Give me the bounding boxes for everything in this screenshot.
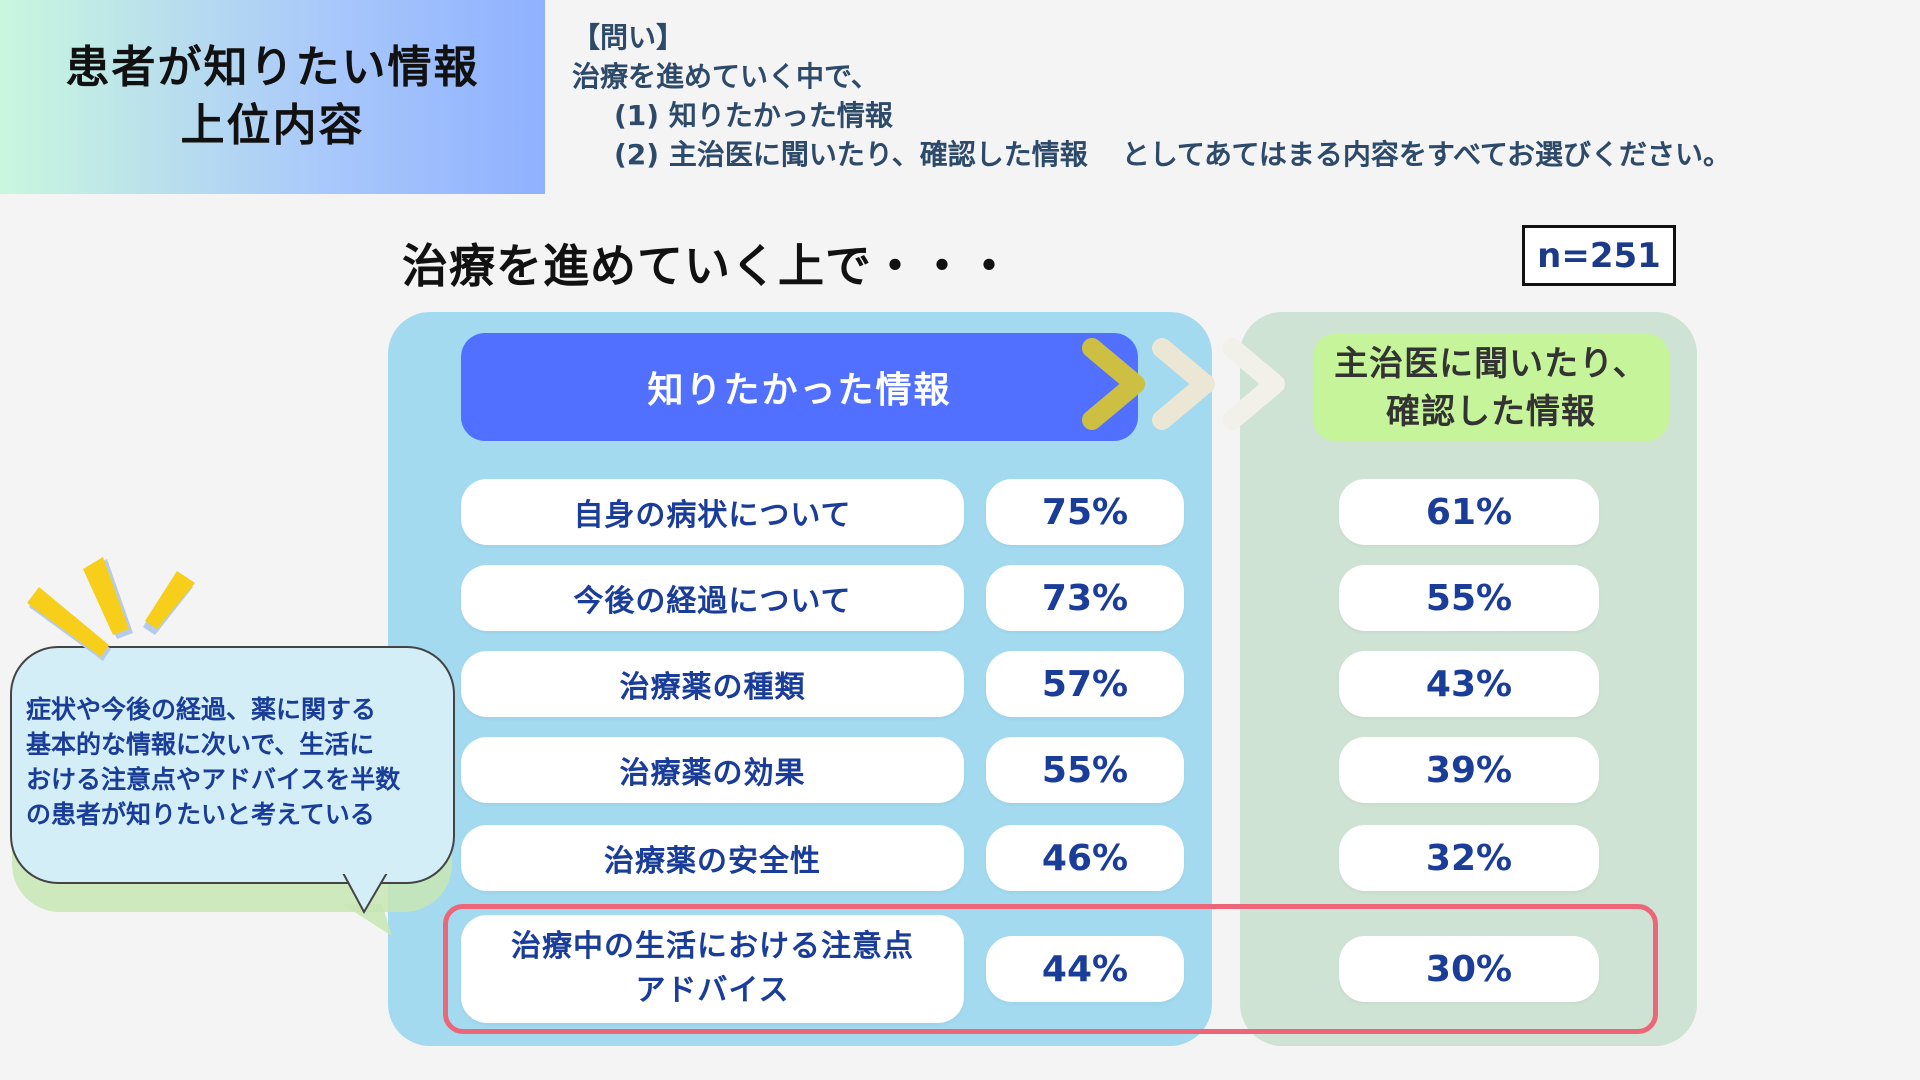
question-tag: 【問い】 <box>572 21 685 54</box>
callout-line2: 基本的な情報に次いで、生活に <box>26 730 375 759</box>
row-label: 治療薬の安全性 <box>461 825 964 891</box>
question-line3b: としてあてはまる内容をすべてお選びください。 <box>1121 138 1732 171</box>
title-box: 患者が知りたい情報 上位内容 <box>0 0 545 194</box>
question-line3: (2) 主治医に聞いたり、確認した情報 としてあてはまる内容をすべてお選びください… <box>572 135 1731 174</box>
callout-line4: の患者が知りたいと考えている <box>26 800 375 829</box>
asked-percent: 30% <box>1339 936 1599 1002</box>
speech-bubble-tail <box>340 870 390 915</box>
asked-header-line1: 主治医に聞いたり、 <box>1334 343 1648 384</box>
sample-size-badge: n=251 <box>1522 225 1676 286</box>
asked-percent: 39% <box>1339 737 1599 803</box>
asked-percent: 55% <box>1339 565 1599 631</box>
row-label: 治療薬の効果 <box>461 737 964 803</box>
wanted-percent: 75% <box>986 479 1184 545</box>
wanted-percent: 73% <box>986 565 1184 631</box>
callout-line1: 症状や今後の経過、薬に関する <box>26 695 377 724</box>
wanted-percent: 44% <box>986 936 1184 1002</box>
asked-header-line2: 確認した情報 <box>1386 391 1596 432</box>
question-line2: (1) 知りたかった情報 <box>614 99 893 132</box>
wanted-info-header: 知りたかった情報 <box>461 333 1138 441</box>
wanted-percent: 57% <box>986 651 1184 717</box>
row-label: 今後の経過について <box>461 565 964 631</box>
chevron-right-icon <box>1082 338 1285 430</box>
row-label-line1: 治療中の生活における注意点 <box>511 929 914 964</box>
row-label: 自身の病状について <box>461 479 964 545</box>
sparkle-icon <box>27 557 195 661</box>
callout-line3: おける注意点やアドバイスを半数 <box>26 765 401 794</box>
callout-text: 症状や今後の経過、薬に関する 基本的な情報に次いで、生活に おける注意点やアドバ… <box>26 692 446 832</box>
section-heading: 治療を進めていく上で・・・ <box>402 239 1013 293</box>
question-line1: 治療を進めていく中で、 <box>572 60 879 93</box>
asked-info-header: 主治医に聞いたり、 確認した情報 <box>1313 334 1669 441</box>
wanted-percent: 55% <box>986 737 1184 803</box>
page-title-line1: 患者が知りたい情報 <box>65 42 480 93</box>
asked-percent: 61% <box>1339 479 1599 545</box>
highlight-frame <box>443 904 1658 1034</box>
question-text: 【問い】 治療を進めていく中で、 (1) 知りたかった情報 (2) 主治医に聞い… <box>572 18 1731 174</box>
page-title-line2: 上位内容 <box>180 100 365 151</box>
speech-bubble <box>10 646 455 884</box>
row-label-line2: アドバイス <box>635 973 790 1008</box>
asked-percent: 32% <box>1339 825 1599 891</box>
row-label: 治療中の生活における注意点 アドバイス <box>461 915 964 1023</box>
wanted-percent: 46% <box>986 825 1184 891</box>
question-line3a: (2) 主治医に聞いたり、確認した情報 <box>614 138 1088 171</box>
asked-percent: 43% <box>1339 651 1599 717</box>
row-label: 治療薬の種類 <box>461 651 964 717</box>
